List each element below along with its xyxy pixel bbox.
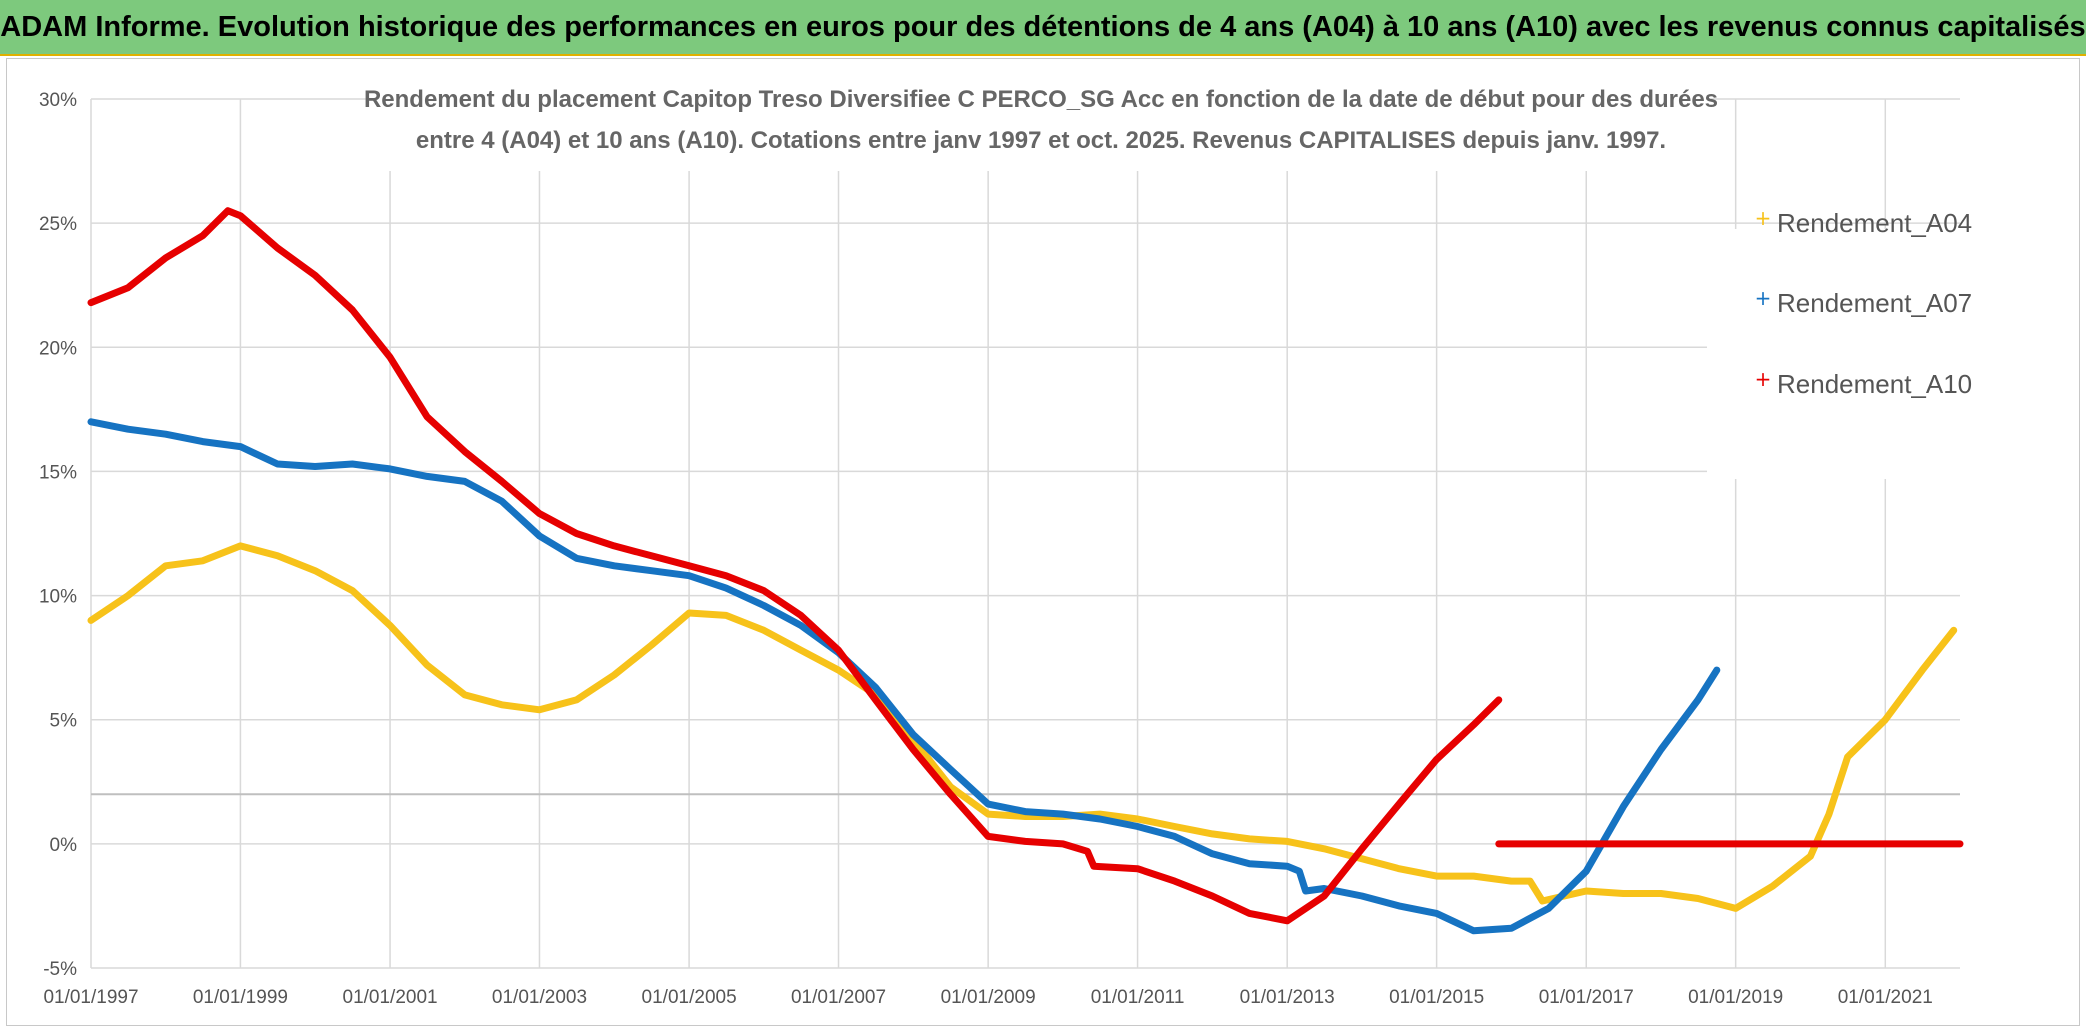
legend-label-a04: Rendement_A04 [1777, 208, 1972, 238]
x-tick-label: 01/01/1999 [193, 987, 288, 1008]
x-tick-label: 01/01/2017 [1539, 987, 1634, 1008]
y-tick-label: 10% [39, 587, 77, 608]
x-tick-label: 01/01/2021 [1838, 987, 1933, 1008]
gridlines [90, 98, 1960, 969]
y-tick-label: 20% [39, 338, 77, 359]
chart-title-line-1: Rendement du placement Capitop Treso Div… [364, 86, 1718, 113]
x-tick-label: 01/01/2015 [1389, 987, 1484, 1008]
y-tick-label: 15% [39, 462, 77, 483]
x-tick-label: 01/01/2001 [343, 987, 438, 1008]
legend: + Rendement_A04 + Rendement_A07 + Rendem… [1707, 206, 1997, 479]
y-tick-label: 25% [39, 214, 77, 235]
x-tick-label: 01/01/2003 [492, 987, 587, 1008]
report-title: ADAM Informe. Evolution historique des p… [0, 10, 2086, 43]
y-tick-label: -5% [43, 959, 77, 980]
x-axis-ticks: 01/01/1997 01/01/1999 01/01/2001 01/01/2003… [43, 987, 1932, 1008]
legend-label-a07: Rendement_A07 [1777, 288, 1972, 318]
line-chart: 30%25%20%15%10%5%0%-5% 01/01/1997 01/01/1… [39, 59, 1997, 1008]
chart-title-line-2: entre 4 (A04) et 10 ans (A10). Cotations… [416, 127, 1666, 154]
x-tick-label: 01/01/2011 [1091, 987, 1185, 1008]
title-backdrop [371, 59, 1711, 171]
series-lines [87, 207, 1964, 935]
header-banner: ADAM Informe. Evolution historique des p… [0, 0, 2086, 56]
x-tick-label: 01/01/1997 [43, 987, 138, 1008]
x-tick-label: 01/01/2005 [642, 987, 737, 1008]
legend-marker-a10: + [1755, 367, 1772, 391]
chart-area: 30% 25% 20% 15% 10% 5% 0% -5% 01/01/1997 01/01/1… [6, 58, 2080, 1026]
x-tick-label: 01/01/2009 [941, 987, 1036, 1008]
x-tick-label: 01/01/2019 [1688, 987, 1783, 1008]
x-tick-label: 01/01/2013 [1240, 987, 1335, 1008]
legend-marker-a07: + [1755, 286, 1772, 310]
legend-label-a10: Rendement_A10 [1777, 369, 1972, 399]
series-line-rendement-a10 [87, 207, 1503, 925]
legend-marker-a04: + [1755, 206, 1772, 230]
series-line-rendement-a07 [87, 418, 1721, 935]
x-tick-label: 01/01/2007 [791, 987, 886, 1008]
y-tick-label: 0% [50, 835, 78, 856]
y-axis-ticks: 30% 25% 20% 15% 10% 5% 0% -5% [39, 90, 77, 980]
y-tick-label: 5% [50, 711, 78, 732]
legend-backdrop [1707, 229, 1997, 479]
y-tick-label: 30% [39, 90, 77, 111]
